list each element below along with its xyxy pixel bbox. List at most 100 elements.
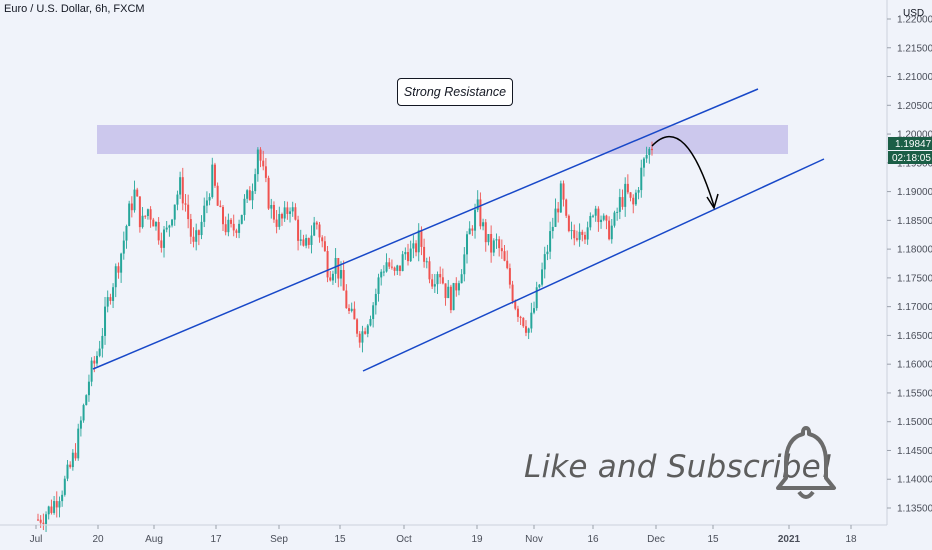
candle-body [187,204,190,220]
candle-body [141,215,144,228]
candle-body [618,197,621,212]
candle-body [431,279,434,287]
candle-body [433,284,436,287]
candle-body [264,166,267,178]
candle-body [449,286,452,311]
candle-body [299,239,302,241]
candle-body [479,199,482,227]
candle-body [361,331,364,343]
candle-body [58,501,61,508]
candle-body [495,239,498,241]
candle-body [455,283,458,291]
candle-body [602,215,605,220]
candle-body [522,317,525,327]
candle-body [305,238,308,246]
candle-body [160,240,163,248]
candle-body [490,234,493,253]
current-price-label: 1.19847 [895,139,932,150]
candle-body [235,230,238,233]
candle-body [144,215,147,217]
candle-body [503,251,506,261]
candle-body [642,158,645,168]
projection-arrow [651,135,715,207]
price-tick-label: 1.15500 [897,388,932,399]
candle-body [460,274,463,284]
symbol-title[interactable]: Euro / U.S. Dollar, 6h, FXCM [4,3,145,15]
candle-body [594,208,597,216]
price-tick-label: 1.17500 [897,273,932,284]
candle-body [471,228,474,231]
candle-body [527,328,530,333]
candle-body [95,355,98,364]
time-tick-label: 19 [471,534,483,545]
candle-body [575,238,578,240]
candle-body [500,248,503,252]
candle-body [632,197,635,205]
candle-body [138,196,141,228]
candle-body [533,308,536,313]
candle-body [189,219,192,237]
time-tick-label: 20 [92,534,104,545]
candle-body [345,290,348,309]
candle-body [476,199,479,210]
candle-body [557,208,560,213]
candle-body [474,209,477,231]
candle-body [232,223,235,231]
candle-body [77,428,80,459]
price-tick-label: 1.20500 [897,101,932,112]
candle-body [310,235,313,245]
candle-body [487,234,490,243]
candle-body [291,207,294,212]
candle-body [551,226,554,232]
candle-body [248,190,251,201]
candle-body [409,248,412,262]
candle-body [213,164,216,186]
candle-body [372,305,375,320]
candle-body [514,301,517,309]
candle-body [592,215,595,217]
candle-body [348,308,351,311]
candle-body [55,501,58,508]
time-tick-label: 2021 [778,534,801,545]
candle-body [613,212,616,226]
candle-body [624,183,627,207]
candle-body [519,316,522,318]
candle-body [278,214,281,227]
candle-body [87,381,90,396]
candle-body [600,219,603,223]
candle-body [570,230,573,232]
candle-body [538,284,541,288]
candle-body [280,214,283,219]
candle-body [152,219,155,227]
candle-body [168,225,171,228]
candle-body [511,284,514,302]
channel-lower-line [362,158,825,372]
candle-body [385,262,388,272]
candle-body [377,277,380,294]
time-tick-label: Aug [145,534,163,545]
candle-body [289,211,292,214]
candle-body [412,243,415,249]
candle-body [482,222,485,227]
candle-body [197,230,200,236]
time-tick-label: 15 [707,534,719,545]
candle-body [297,219,300,241]
candle-body [112,287,115,301]
candle-body [331,273,334,281]
time-tick-label: 17 [210,534,222,545]
candle-body [396,265,399,271]
candle-body [492,240,495,253]
candle-body [128,203,131,226]
time-tick-label: Jul [30,534,43,545]
candle-body [428,261,431,280]
candle-body [645,155,648,159]
candle-body [267,177,270,209]
candle-body [366,325,369,334]
price-tick-label: 1.17000 [897,302,932,313]
candle-body [240,214,243,224]
bell-icon [776,426,836,499]
candle-body [82,405,85,421]
candle-body [329,277,332,281]
